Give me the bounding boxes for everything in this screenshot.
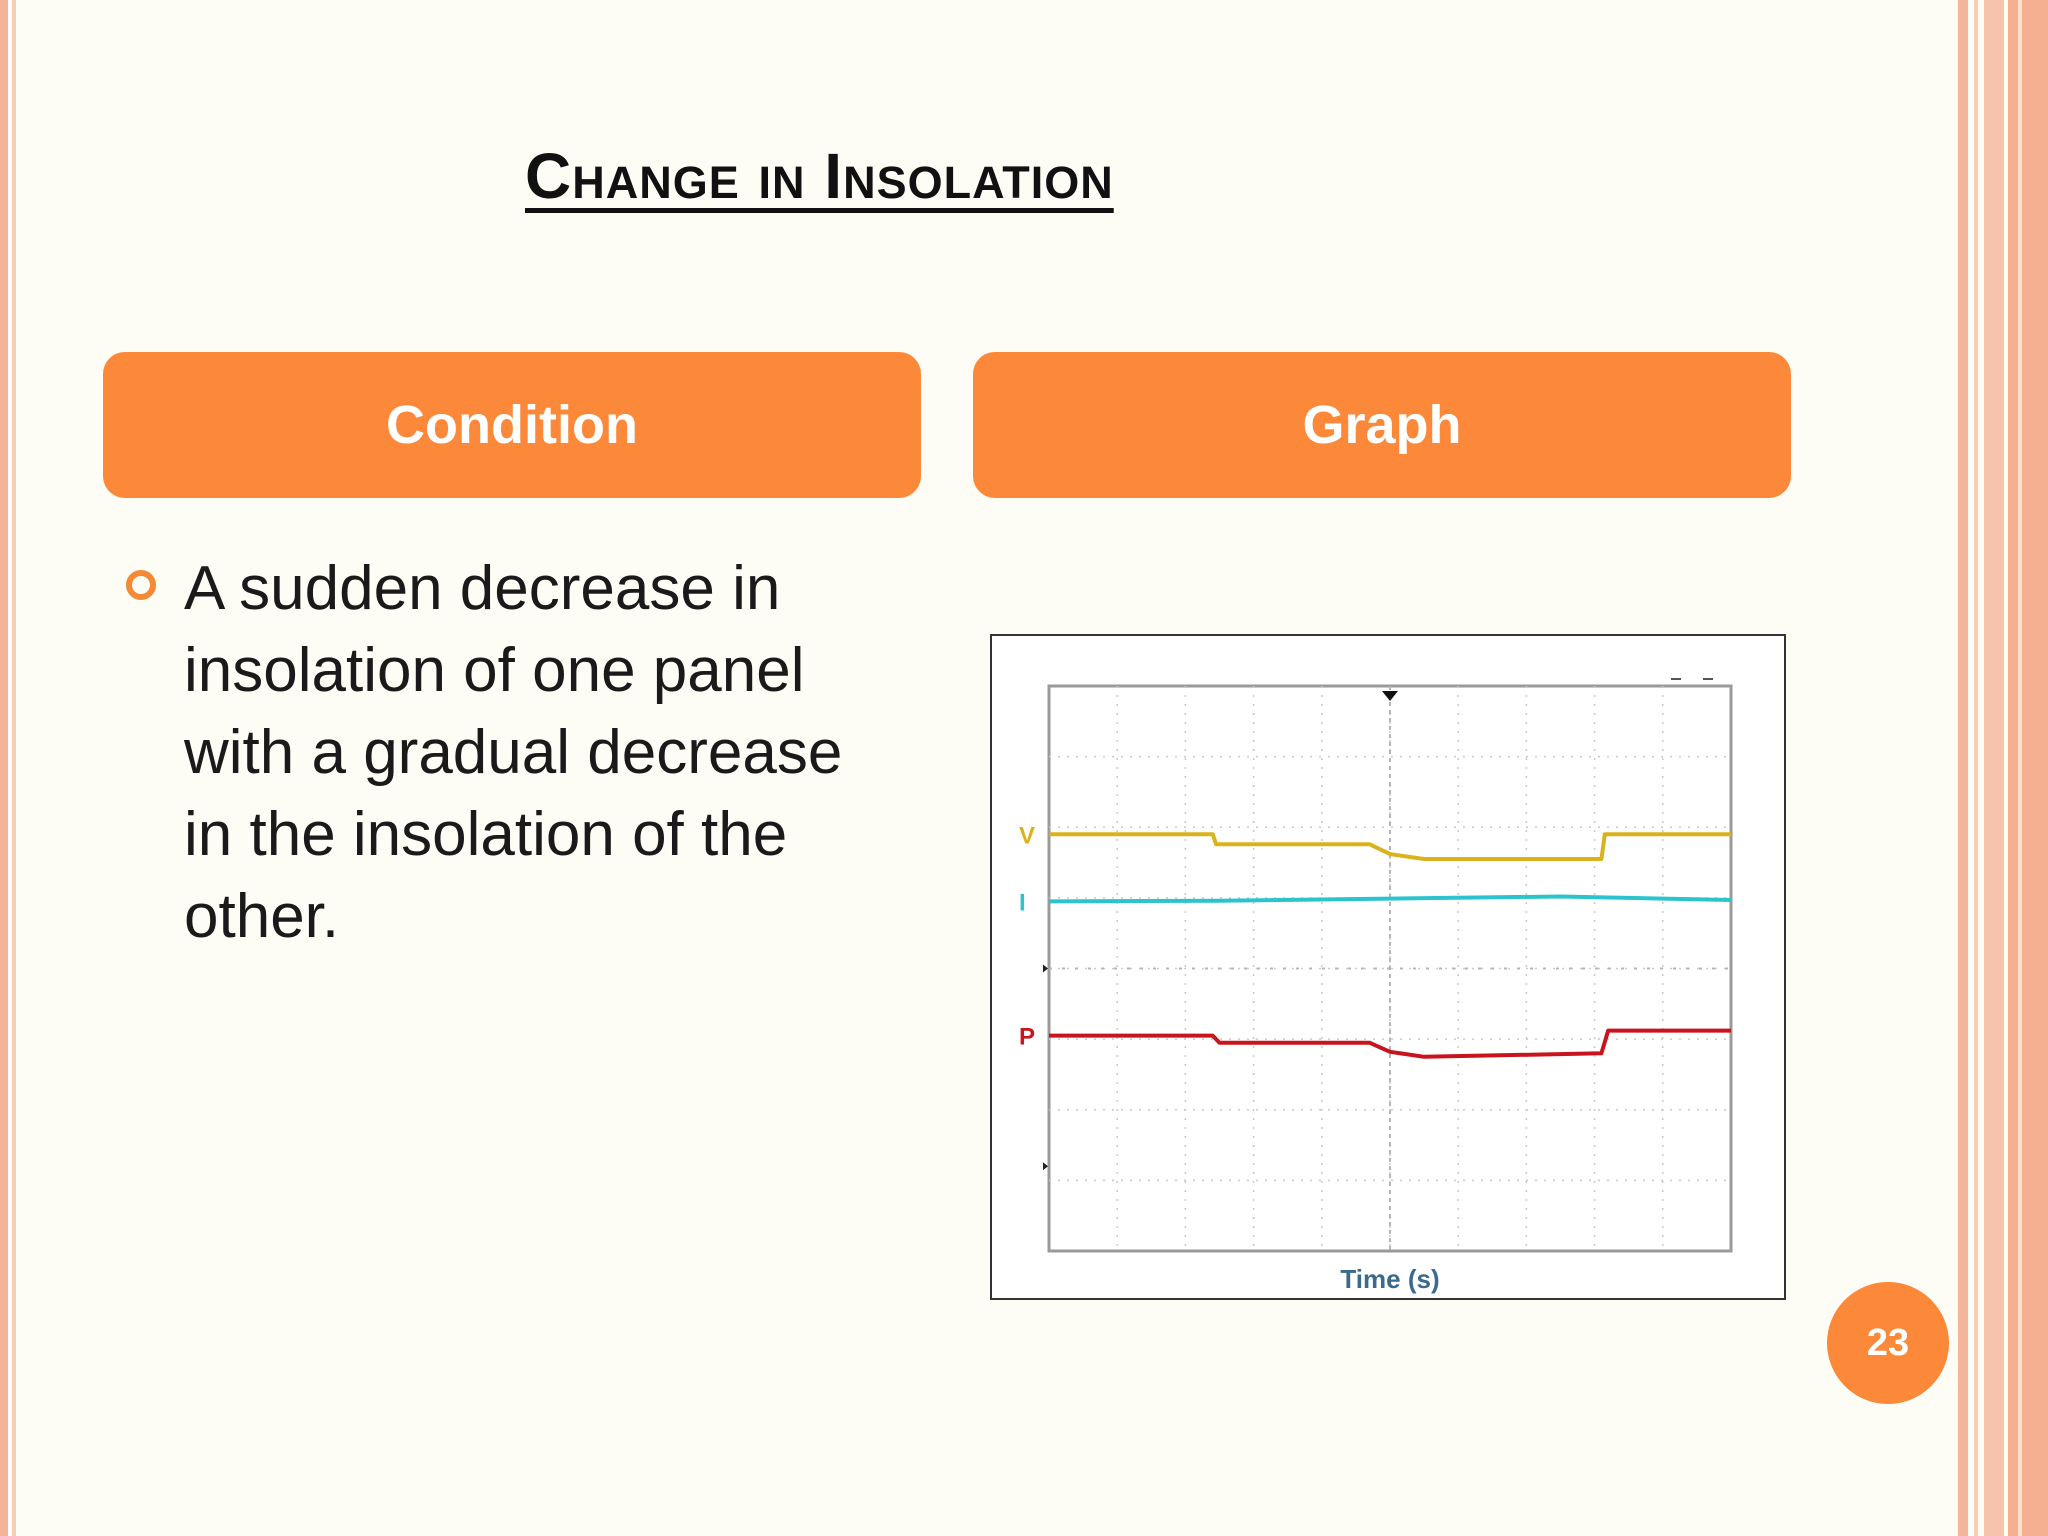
right-stripe-3 [1984, 0, 2004, 1536]
page-number-badge: 23 [1827, 1282, 1949, 1404]
channel-marker-icon [1043, 964, 1048, 973]
series-line-I [1048, 894, 1732, 904]
channel-marker-icon [1043, 1162, 1048, 1171]
right-stripe-5 [2018, 0, 2022, 1536]
right-stripe-4 [2008, 0, 2048, 1536]
condition-header-label: Condition [386, 395, 638, 455]
bullet-circle-icon [126, 570, 156, 600]
series-line-P [1049, 1028, 1731, 1059]
condition-text: A sudden decrease in insolation of one p… [184, 554, 843, 951]
series-label-I: I [1019, 889, 1026, 916]
slide-title: Change in Insolation [525, 140, 1114, 212]
condition-header: Condition [103, 352, 921, 498]
right-stripe-2 [1974, 0, 1978, 1536]
page-number: 23 [1866, 1321, 1910, 1364]
oscilloscope-chart: V I P Time (s) [1019, 678, 1733, 1294]
left-border-stripes [0, 0, 22, 1536]
oscilloscope-graph: V I P Time (s) [990, 634, 1786, 1300]
trigger-marker-icon [1382, 691, 1398, 701]
series-label-P: P [1019, 1024, 1035, 1051]
left-stripe-inner [12, 0, 16, 1536]
right-stripe-1 [1958, 0, 1968, 1536]
series-line-V [1049, 832, 1731, 861]
x-axis-label: Time (s) [1340, 1264, 1439, 1294]
left-stripe-outer [0, 0, 8, 1536]
graph-header-label: Graph [1302, 395, 1462, 455]
series-label-V: V [1019, 822, 1035, 849]
graph-header: Graph [973, 352, 1791, 498]
right-border-stripes [1958, 0, 2048, 1536]
